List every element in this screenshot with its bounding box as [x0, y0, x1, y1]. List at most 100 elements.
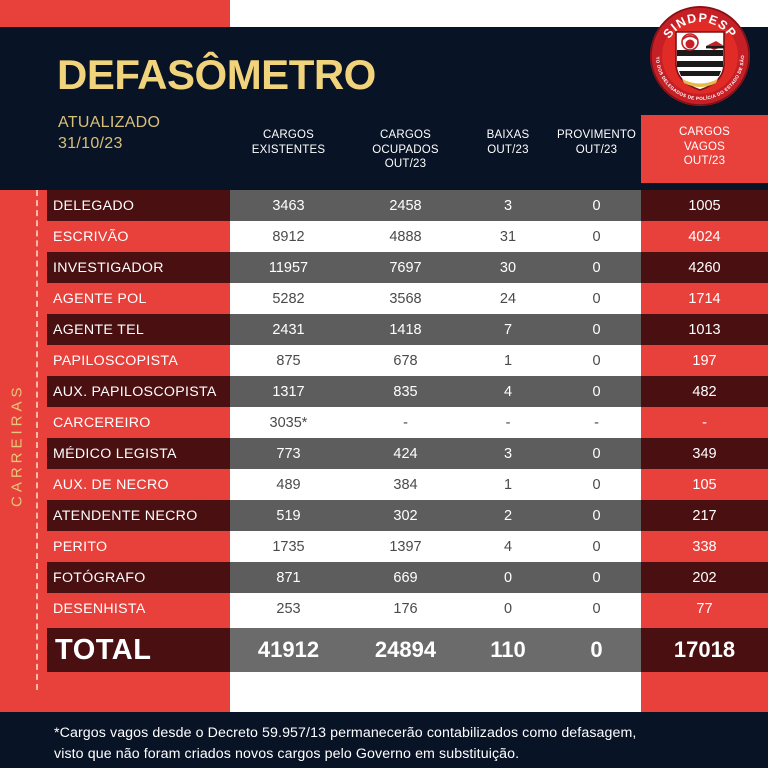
careers-table: DELEGADO 3463 2458 3 0 1005 ESCRIVÃO 8912 4888 31… — [0, 190, 768, 672]
updated-info: ATUALIZADO 31/10/23 — [58, 113, 160, 155]
table-row: INVESTIGADOR 11957 7697 30 0 4260 — [0, 252, 768, 283]
row-cell-vagos: 4024 — [688, 228, 721, 245]
footnote-line2: visto que não foram criados novos cargos… — [54, 745, 520, 762]
row-career-label: DELEGADO — [47, 190, 230, 221]
row-cell-vagos: 105 — [692, 476, 717, 493]
sindpesp-logo-icon: SINDPESP SINDICATO DOS DELEGADOS DE POLÍ… — [648, 4, 752, 108]
row-career-label: CARCEREIRO — [53, 414, 151, 431]
column-header-provimento: PROVIMENTO OUT/23 — [552, 128, 641, 157]
row-cell-vagos: 349 — [641, 438, 768, 469]
column-header-line2: OUT/23 — [487, 143, 529, 156]
table-row: ESCRIVÃO 8912 4888 31 0 4024 — [0, 221, 768, 252]
updated-date: 31/10/23 — [58, 134, 123, 152]
row-cell-ocupados: 176 — [393, 600, 418, 617]
row-cell-existentes: 11957 — [230, 252, 347, 283]
column-header-line2: VAGOS — [683, 140, 726, 153]
row-career-label: MÉDICO LEGISTA — [47, 438, 230, 469]
dashed-divider — [36, 190, 38, 690]
row-cell-vagos: 77 — [696, 600, 713, 617]
column-header-line2: OCUPADOS — [372, 143, 439, 156]
row-cell-existentes: 3463 — [230, 190, 347, 221]
total-cell-provimento: 0 — [552, 628, 641, 672]
row-cell-ocupados: 1418 — [347, 314, 464, 345]
table-row: AGENTE TEL 2431 1418 7 0 1013 — [0, 314, 768, 345]
column-header-line2: EXISTENTES — [251, 143, 326, 156]
row-career-label: PAPILOSCOPISTA — [53, 352, 179, 369]
table-row: ATENDENTE NECRO 519 302 2 0 217 — [0, 500, 768, 531]
row-cell-existentes: 1735 — [272, 538, 305, 555]
row-cell-provimento: 0 — [592, 228, 601, 245]
column-header-ocupados: CARGOS OCUPADOS OUT/23 — [347, 128, 464, 172]
row-cell-provimento: 0 — [592, 538, 601, 555]
row-cell-ocupados: 2458 — [347, 190, 464, 221]
row-cell-vagos: 197 — [692, 352, 717, 369]
column-header-baixas: BAIXAS OUT/23 — [464, 128, 552, 157]
row-cell-baixas: 4 — [464, 376, 552, 407]
column-header-line1: PROVIMENTO — [556, 129, 637, 141]
footnote-text: *Cargos vagos desde o Decreto 59.957/13 … — [54, 723, 744, 764]
updated-label: ATUALIZADO — [58, 114, 161, 131]
row-career-label: AGENTE TEL — [47, 314, 230, 345]
row-career-label: ATENDENTE NECRO — [47, 500, 230, 531]
row-cell-ocupados: 3568 — [389, 290, 422, 307]
row-cell-ocupados: 678 — [393, 352, 418, 369]
row-cell-ocupados: 1397 — [389, 538, 422, 555]
row-cell-vagos: 1714 — [688, 290, 721, 307]
footer-note: *Cargos vagos desde o Decreto 59.957/13 … — [0, 712, 768, 768]
row-cell-provimento: 0 — [552, 190, 641, 221]
row-cell-vagos: 4260 — [641, 252, 768, 283]
row-career-label: FOTÓGRAFO — [47, 562, 230, 593]
column-header-existentes: CARGOS EXISTENTES — [230, 128, 347, 157]
table-row: AUX. DE NECRO 489 384 1 0 105 — [0, 469, 768, 500]
top-red-band-left — [0, 0, 230, 27]
table-row: PAPILOSCOPISTA 875 678 1 0 197 — [0, 345, 768, 376]
table-row: AGENTE POL 5282 3568 24 0 1714 — [0, 283, 768, 314]
row-cell-provimento: 0 — [592, 600, 601, 617]
table-row: PERITO 1735 1397 4 0 338 — [0, 531, 768, 562]
row-cell-baixas: 7 — [464, 314, 552, 345]
row-cell-baixas: 30 — [464, 252, 552, 283]
page-title: DEFASÔMETRO — [57, 51, 376, 98]
row-cell-ocupados: 7697 — [347, 252, 464, 283]
row-career-label: AUX. DE NECRO — [53, 476, 169, 493]
column-header-line1: CARGOS — [379, 129, 432, 141]
row-cell-ocupados: 4888 — [389, 228, 422, 245]
row-career-label: INVESTIGADOR — [47, 252, 230, 283]
row-cell-existentes: 773 — [230, 438, 347, 469]
row-cell-baixas: 1 — [503, 476, 513, 493]
row-cell-provimento: - — [594, 414, 599, 431]
row-cell-existentes: 871 — [230, 562, 347, 593]
total-cell-vagos: 17018 — [641, 628, 768, 672]
row-cell-existentes: 489 — [276, 476, 301, 493]
column-header-line1: CARGOS — [262, 129, 315, 141]
row-cell-existentes: 253 — [276, 600, 301, 617]
row-cell-provimento: 0 — [592, 290, 601, 307]
table-row: MÉDICO LEGISTA 773 424 3 0 349 — [0, 438, 768, 469]
row-career-label: DESENHISTA — [53, 600, 146, 617]
row-cell-baixas: 24 — [499, 290, 517, 307]
row-cell-vagos: 202 — [641, 562, 768, 593]
row-cell-ocupados: 424 — [347, 438, 464, 469]
row-cell-baixas: 0 — [503, 600, 513, 617]
row-career-label: AUX. PAPILOSCOPISTA — [47, 376, 230, 407]
table-total-row: TOTAL 41912 24894 110 0 17018 — [0, 628, 768, 672]
table-row: CARCEREIRO 3035* - - - - — [0, 407, 768, 438]
total-label: TOTAL — [47, 628, 230, 672]
row-career-label: ESCRIVÃO — [53, 228, 129, 245]
column-header-line3: OUT/23 — [683, 155, 726, 168]
row-cell-existentes: 3035* — [269, 414, 308, 431]
table-row: DELEGADO 3463 2458 3 0 1005 — [0, 190, 768, 221]
table-row: FOTÓGRAFO 871 669 0 0 202 — [0, 562, 768, 593]
row-cell-provimento: 0 — [552, 314, 641, 345]
row-cell-existentes: 8912 — [272, 228, 305, 245]
row-cell-ocupados: 835 — [347, 376, 464, 407]
row-cell-baixas: - — [505, 414, 511, 431]
row-cell-vagos: 482 — [641, 376, 768, 407]
row-cell-provimento: 0 — [552, 500, 641, 531]
row-cell-provimento: 0 — [552, 438, 641, 469]
header-band — [0, 27, 768, 190]
row-cell-baixas: 31 — [499, 228, 517, 245]
column-header-line1: CARGOS — [678, 126, 731, 138]
row-cell-baixas: 3 — [464, 190, 552, 221]
footnote-line1: *Cargos vagos desde o Decreto 59.957/13 … — [54, 725, 637, 741]
